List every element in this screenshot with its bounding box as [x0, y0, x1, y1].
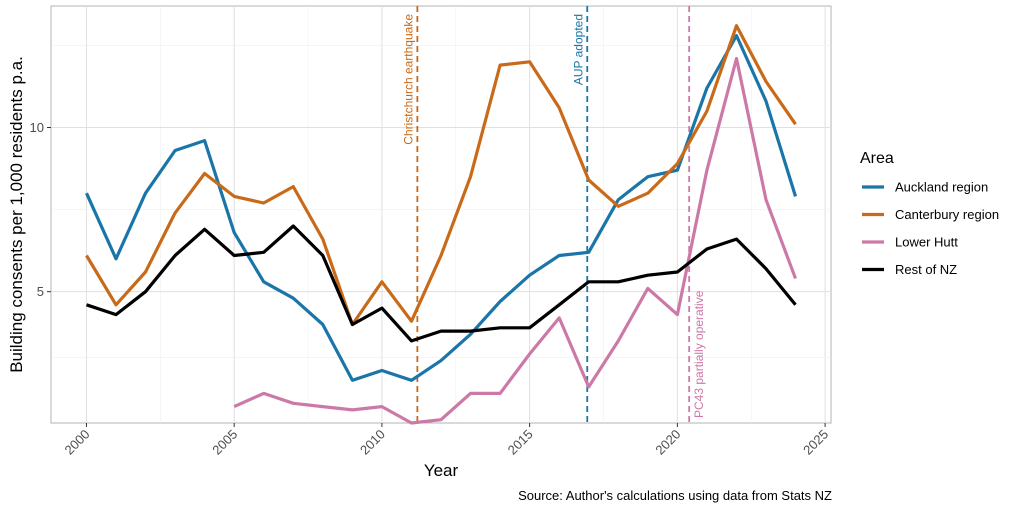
legend-item-label: Rest of NZ	[895, 262, 957, 277]
y-axis: 5 10	[30, 120, 51, 299]
x-axis: 2000 2005 2010 2015 2020 2025	[62, 423, 831, 458]
series-line	[85, 34, 798, 382]
legend-title: Area	[860, 150, 894, 167]
series-lines	[85, 24, 798, 425]
y-axis-title: Building consents per 1,000 residents p.…	[7, 56, 26, 373]
legend-item-label: Canterbury region	[895, 207, 999, 222]
x-axis-title: Year	[424, 461, 459, 480]
annotation-label: AUP adopted	[571, 14, 585, 85]
x-tick-label: 2010	[357, 427, 388, 458]
x-tick-label: 2005	[209, 427, 240, 458]
legend-item-label: Lower Hutt	[895, 235, 958, 250]
x-tick-label: 2025	[800, 427, 831, 458]
series-line	[85, 224, 797, 343]
y-tick-label: 10	[30, 120, 44, 135]
x-tick-label: 2000	[62, 427, 93, 458]
legend: Area Auckland region Canterbury region Low…	[860, 150, 999, 277]
series-line	[233, 56, 797, 425]
plot-panel	[50, 5, 832, 424]
annotation-lines: Christchurch earthquake AUP adopted PC43 p…	[401, 6, 706, 423]
series-line	[85, 24, 797, 327]
x-tick-label: 2015	[505, 427, 536, 458]
annotation-label: PC43 partially operative	[692, 290, 706, 418]
source-caption: Source: Author's calculations using data…	[518, 488, 832, 503]
y-tick-label: 5	[37, 284, 44, 299]
legend-item-label: Auckland region	[895, 180, 988, 195]
annotation-label: Christchurch earthquake	[401, 14, 415, 145]
x-tick-label: 2020	[652, 427, 683, 458]
